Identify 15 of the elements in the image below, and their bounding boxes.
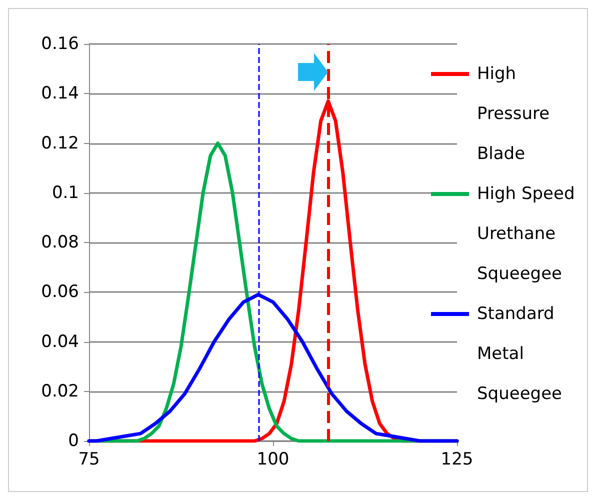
y-tick-label: 0.16	[41, 34, 79, 54]
x-tick-label: 75	[78, 450, 100, 470]
x-tick-label: 100	[256, 450, 290, 470]
legend-label: Standard Metal Squeegee	[477, 303, 563, 406]
x-tick-label: 125	[440, 450, 474, 470]
y-tick-label: 0.04	[41, 332, 79, 352]
y-tick-label: 0.1	[52, 182, 79, 203]
y-tick-label: 0	[68, 431, 79, 451]
y-tick-label: 0.14	[41, 84, 79, 104]
y-tick-label: 0.08	[41, 232, 79, 252]
y-tick-label: 0.06	[41, 282, 79, 302]
y-tick-label: 0.12	[41, 133, 79, 154]
y-tick-label: 0.02	[41, 381, 79, 402]
legend-label: High Pressure Blade	[477, 63, 551, 166]
legend-label: High Speed Urethane Squeegee	[477, 183, 576, 286]
